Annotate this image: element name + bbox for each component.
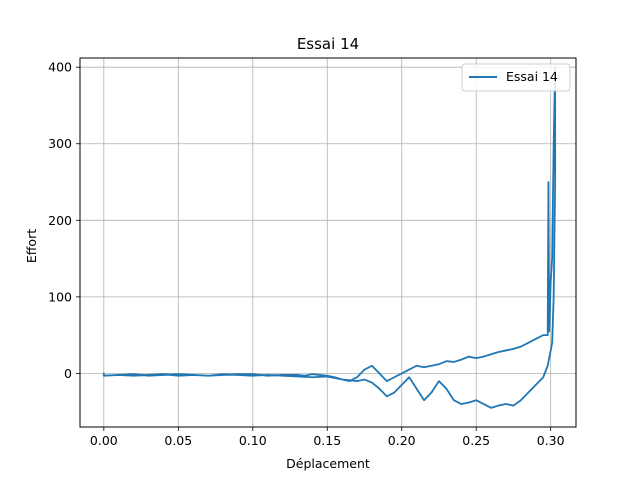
chart-title: Essai 14 <box>297 35 359 53</box>
y-tick-label: 200 <box>48 213 72 228</box>
legend: Essai 14 <box>461 63 571 92</box>
series-line-essai-14 <box>102 66 557 409</box>
x-tick-label: 0.05 <box>164 433 192 448</box>
x-axis: 0.00 0.05 0.10 0.15 0.20 0.25 0.30 <box>90 427 565 448</box>
x-tick-label: 0.25 <box>462 433 490 448</box>
legend-label-essai-14: Essai 14 <box>506 69 558 84</box>
x-tick-label: 0.30 <box>537 433 565 448</box>
y-axis-title: Effort <box>24 229 39 263</box>
y-tick-label: 0 <box>64 366 72 381</box>
plot-area-frame <box>79 57 577 428</box>
series-layer <box>102 66 557 409</box>
x-tick-label: 0.00 <box>90 433 118 448</box>
x-axis-title: Déplacement <box>286 456 370 471</box>
legend-box <box>461 63 571 92</box>
x-tick-label: 0.20 <box>388 433 416 448</box>
y-tick-label: 300 <box>48 136 72 151</box>
y-tick-label: 100 <box>48 289 72 304</box>
x-tick-label: 0.15 <box>313 433 341 448</box>
y-tick-label: 400 <box>48 60 72 75</box>
x-tick-label: 0.10 <box>239 433 267 448</box>
y-axis: 0 100 200 300 400 <box>48 60 80 381</box>
